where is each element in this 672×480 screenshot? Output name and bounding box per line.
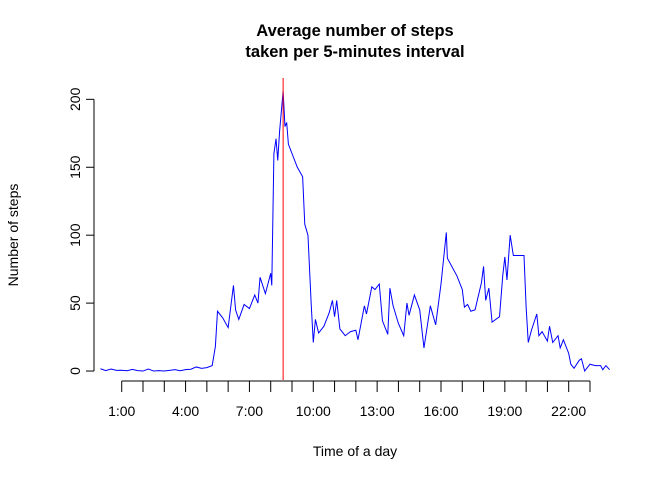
x-tick-label: 13:00 <box>360 403 395 419</box>
chart-title: Average number of steps <box>256 22 453 40</box>
x-tick-label: 10:00 <box>296 403 331 419</box>
chart-title: taken per 5-minutes interval <box>245 43 464 61</box>
y-tick-label: 50 <box>67 295 83 311</box>
x-tick-label: 4:00 <box>172 403 199 419</box>
y-tick-label: 100 <box>67 223 83 247</box>
x-tick-label: 7:00 <box>236 403 263 419</box>
y-tick-label: 200 <box>67 87 83 111</box>
x-tick-label: 1:00 <box>108 403 135 419</box>
y-tick-label: 0 <box>67 367 83 375</box>
x-axis-label: Time of a day <box>313 443 397 459</box>
x-tick-label: 19:00 <box>487 403 522 419</box>
x-tick-label: 16:00 <box>423 403 458 419</box>
y-tick-label: 150 <box>67 155 83 179</box>
x-tick-label: 22:00 <box>551 403 586 419</box>
data-line <box>100 91 610 373</box>
y-axis-label: Number of steps <box>5 184 21 287</box>
